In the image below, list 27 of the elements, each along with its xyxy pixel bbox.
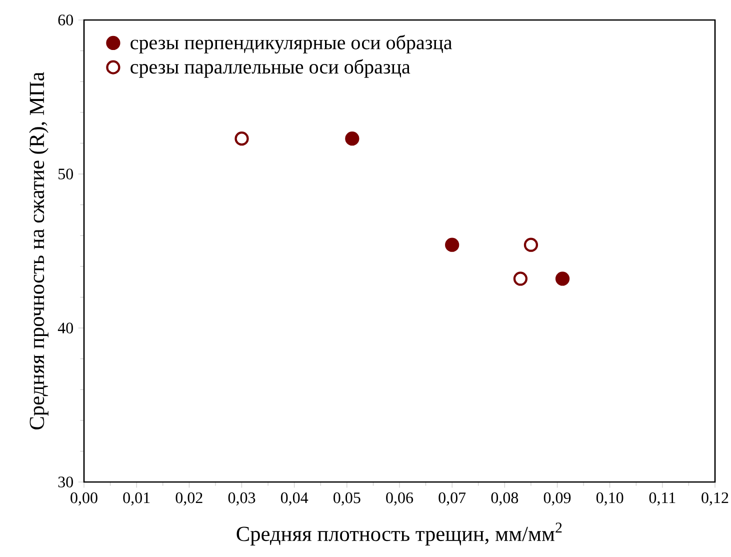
x-tick-label: 0,08 [491, 492, 518, 506]
x-tick-label: 0,01 [123, 492, 150, 506]
x-tick-label: 0,02 [176, 492, 202, 506]
point [345, 132, 360, 146]
x-tick-label: 0,09 [544, 492, 571, 506]
x-tick-label: 0,10 [596, 492, 624, 506]
point [234, 132, 249, 146]
x-tick-label: 0,05 [334, 492, 360, 506]
point [524, 238, 538, 252]
y-tick-label: 40 [58, 322, 73, 334]
y-tick-label: 60 [58, 14, 73, 26]
x-tick-label: 0,12 [702, 492, 728, 506]
legend-label: срезы параллельные оси образца [130, 59, 410, 78]
point [555, 272, 570, 286]
x-tick-label: 0,04 [280, 492, 308, 506]
x-axis-title: Средняя плотность трещин, мм/мм$^{2}$ [236, 522, 562, 546]
x-tick-label: 0,03 [228, 492, 256, 506]
x-tick-label: 0,00 [70, 492, 98, 506]
x-tick-label: 0,06 [386, 492, 414, 506]
x-tick-label: 0,07 [438, 492, 466, 506]
legend-label: срезы перпендикулярные оси образца [130, 34, 452, 54]
point [445, 238, 460, 252]
y-tick-label: 30 [58, 476, 73, 488]
point [513, 272, 528, 286]
x-tick-label: 0,11 [649, 492, 676, 506]
y-tick-label: 50 [58, 168, 73, 180]
y-axis-title: Средняя прочность на сжатие (R), МПа [29, 72, 48, 430]
